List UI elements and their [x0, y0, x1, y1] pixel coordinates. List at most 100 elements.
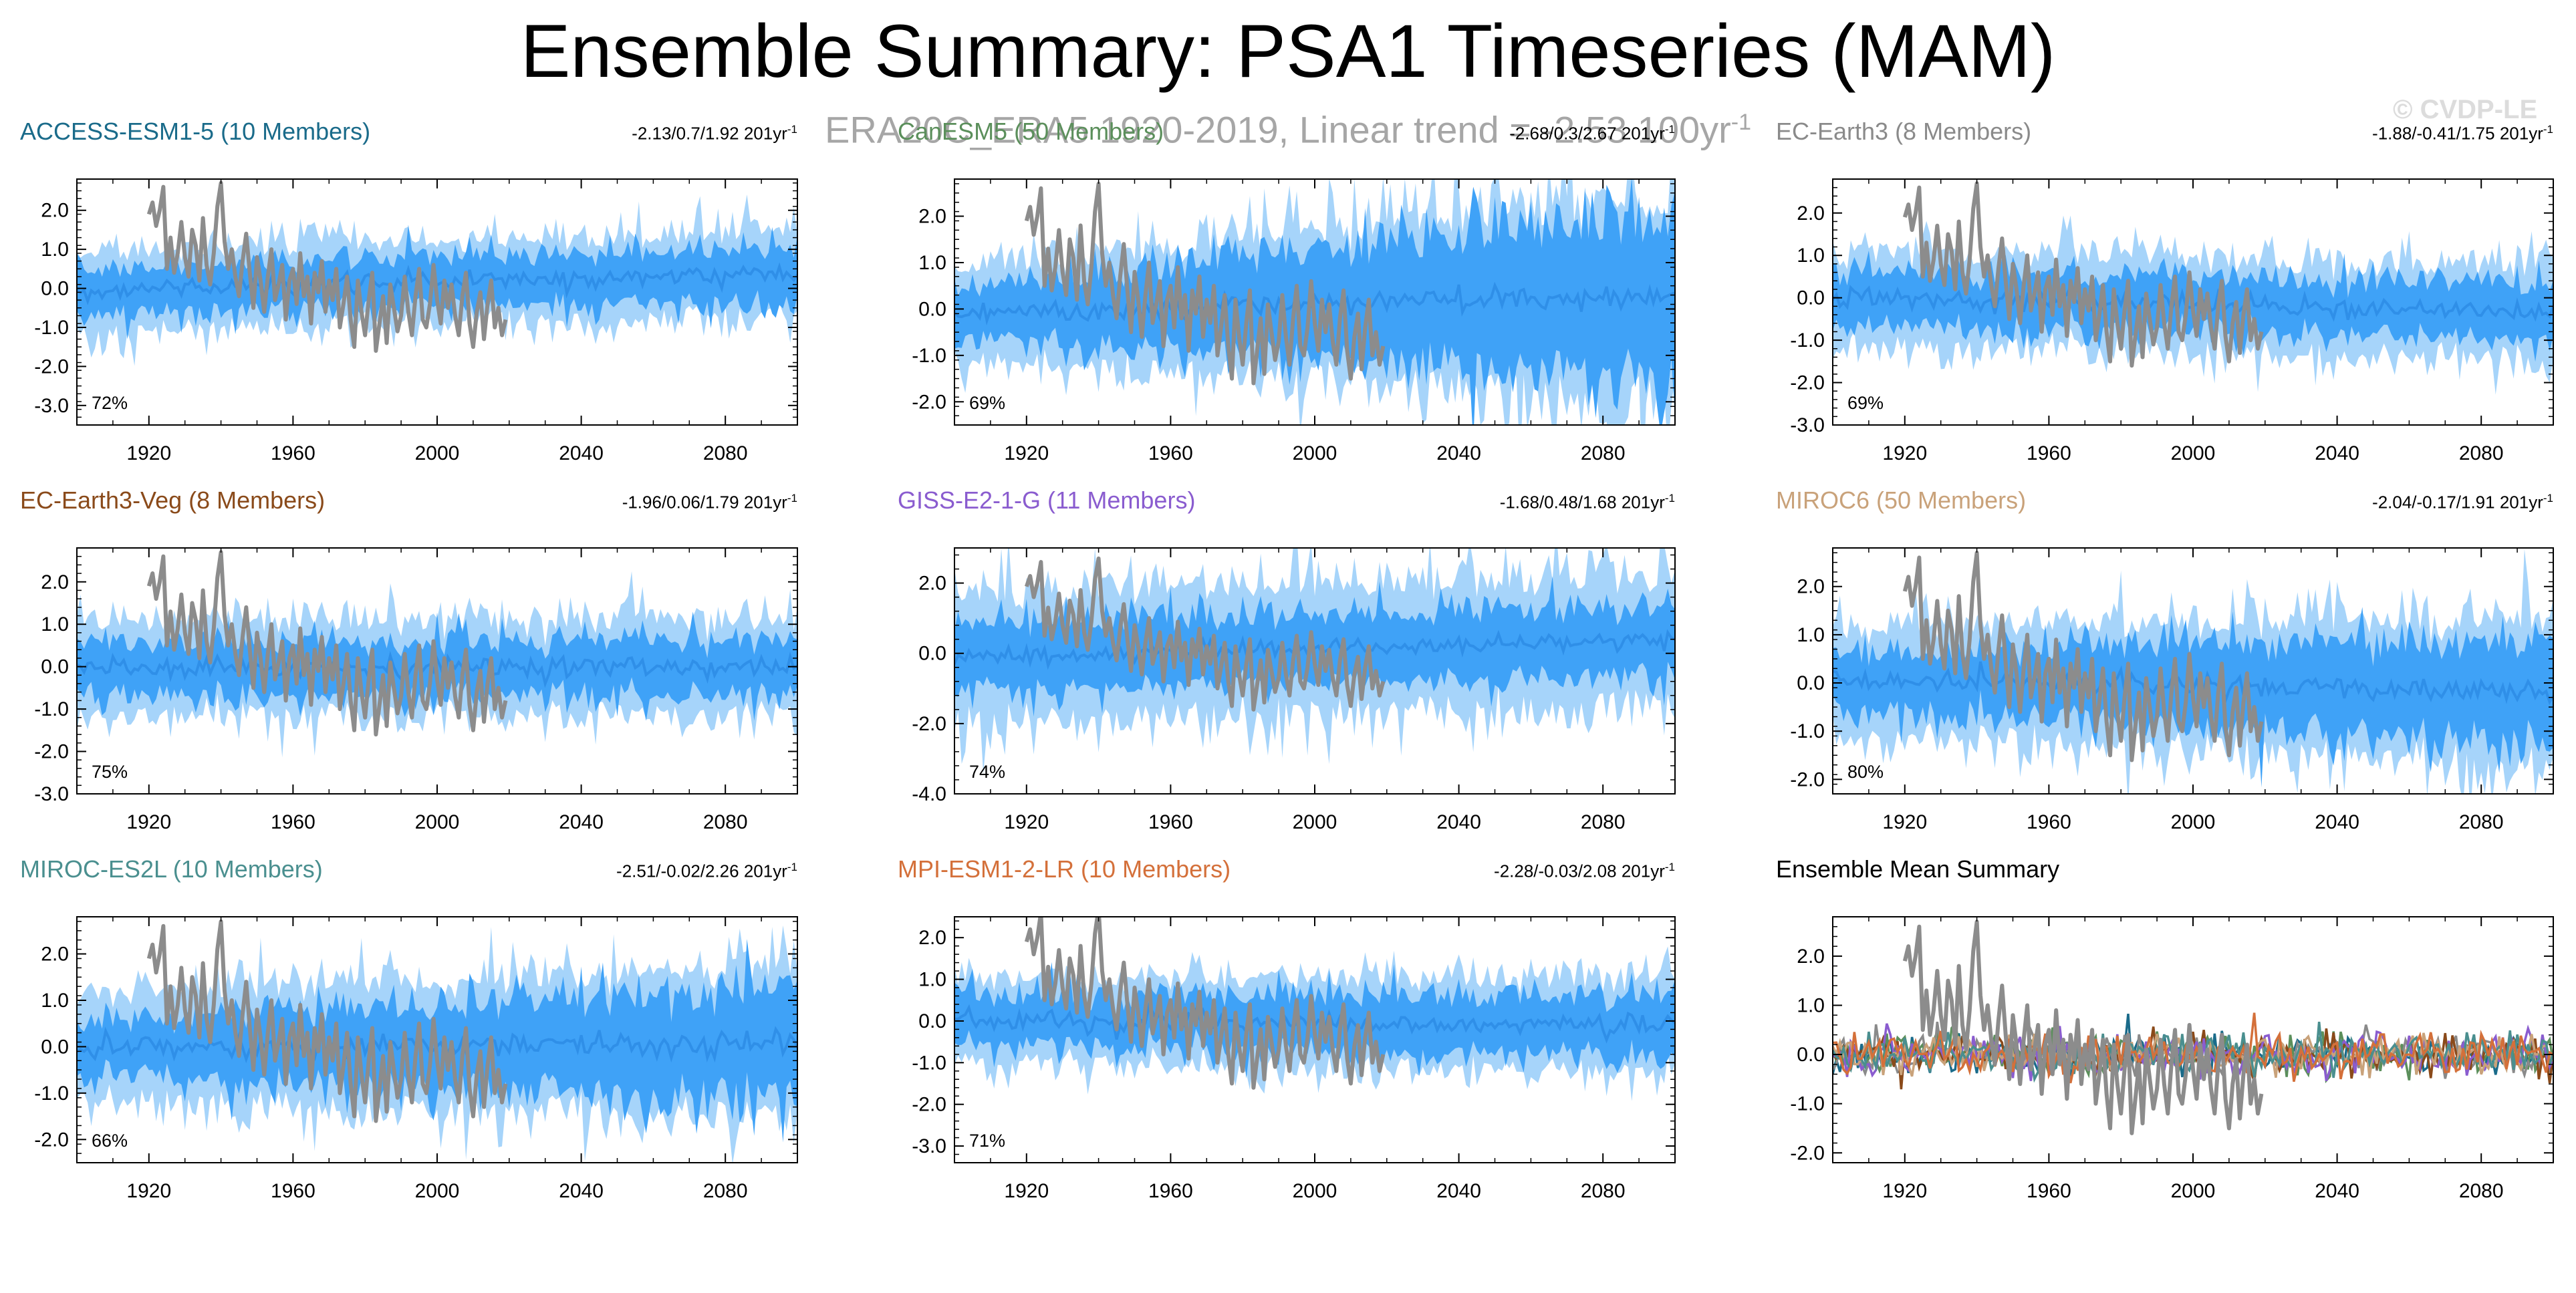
x-tick-label: 2080	[1581, 811, 1626, 833]
x-tick-label: 2080	[1581, 442, 1626, 464]
y-tick-label: -1.0	[1790, 329, 1825, 351]
page-subtitle: ERA20C_ERA5 1920-2019, Linear trend = -2…	[0, 99, 2576, 154]
x-tick-label: 2000	[1293, 811, 1337, 833]
x-tick-label: 2040	[2315, 811, 2359, 833]
plot-content	[954, 179, 1675, 425]
x-tick-label: 2080	[703, 1180, 748, 1202]
x-tick-label: 1960	[1148, 1180, 1193, 1202]
observations-line	[1024, 917, 1386, 1090]
x-tick-label: 1960	[271, 1180, 315, 1202]
x-tick-label: 2000	[415, 811, 460, 833]
panel-stats-superscript: -1	[787, 492, 797, 505]
x-tick-label: 2040	[2315, 1180, 2359, 1202]
plot-content	[1833, 181, 2553, 395]
y-tick-label: 2.0	[41, 944, 69, 966]
y-tick-label: 0.0	[918, 1010, 946, 1032]
y-tick-label: 1.0	[41, 613, 69, 635]
panel-2: EC-Earth3 (8 Members) -1.88/-0.41/1.75 20…	[1776, 118, 2576, 497]
panel-stats: -1.68/0.48/1.68 201yr-1	[1500, 492, 1675, 513]
y-tick-label: 2.0	[1797, 576, 1825, 598]
panel-stats-superscript: -1	[1664, 492, 1675, 505]
x-tick-label: 2000	[415, 1180, 460, 1202]
y-tick-label: 1.0	[1797, 994, 1825, 1016]
y-tick-label: -1.0	[34, 1083, 69, 1105]
y-tick-label: 1.0	[41, 239, 69, 261]
percent-label: 75%	[92, 762, 128, 782]
panel-8: Ensemble Mean Summary 2.0 1.0 0.0 -1.0 -2.0 19…	[1776, 855, 2576, 1235]
panel-title: ACCESS-ESM1-5 (10 Members)	[20, 118, 371, 145]
y-tick-label: 2.0	[1797, 202, 1825, 225]
observations-line	[1024, 181, 1386, 386]
observations-line	[1024, 556, 1386, 712]
y-tick-label: 0.0	[1797, 672, 1825, 694]
panel-5: MIROC6 (50 Members) -2.04/-0.17/1.91 201y…	[1776, 486, 2576, 866]
panel-stats: -2.04/-0.17/1.91 201yr-1	[2372, 492, 2553, 513]
x-tick-label: 1920	[126, 1180, 171, 1202]
y-tick-label: 1.0	[41, 990, 69, 1012]
panel-stats: -2.13/0.7/1.92 201yr-1	[632, 123, 797, 144]
panel-6: MIROC-ES2L (10 Members) -2.51/-0.02/2.26 …	[20, 855, 821, 1235]
panel-stats-text: -2.28/-0.03/2.08 201yr	[1494, 861, 1665, 881]
y-tick-label: -2.0	[912, 1094, 946, 1116]
x-tick-label: 1920	[126, 442, 171, 464]
y-tick-label: -1.0	[1790, 720, 1825, 742]
y-tick-label: -1.0	[34, 317, 69, 339]
panel-plot: 2.0 1.0 0.0 -1.0 -2.0 1920 1960 2000 2040 2080	[1790, 916, 2554, 1202]
x-tick-label: 1920	[1004, 1180, 1049, 1202]
x-tick-label: 2040	[2315, 442, 2359, 464]
panel-stats: -1.96/0.06/1.79 201yr-1	[622, 492, 797, 513]
y-tick-label: -3.0	[34, 783, 69, 805]
y-tick-label: -1.0	[912, 1052, 946, 1074]
panel-stats-text: -2.13/0.7/1.92 201yr	[632, 123, 787, 144]
panel-stats-text: -2.51/-0.02/2.26 201yr	[616, 861, 787, 881]
observations-line	[146, 919, 508, 1123]
y-tick-label: 0.0	[41, 1036, 69, 1058]
observations-line	[146, 180, 508, 353]
percent-label: 74%	[969, 762, 1005, 782]
x-tick-label: 1960	[2027, 442, 2071, 464]
x-tick-label: 2000	[2171, 442, 2216, 464]
y-tick-label: 2.0	[918, 927, 946, 949]
plot-content	[1833, 549, 2553, 794]
plot-content	[77, 180, 797, 366]
x-tick-label: 1920	[126, 811, 171, 833]
y-tick-label: 2.0	[1797, 946, 1825, 968]
panel-plot: 2.0 1.0 0.0 -1.0 -2.0 -3.0 1920 1960 2000 2040 208…	[1790, 178, 2554, 464]
panel-plot: 2.0 1.0 0.0 -1.0 -2.0 -3.0 1920 1960 2000 2040 208…	[912, 916, 1676, 1202]
percent-label: 66%	[92, 1131, 128, 1151]
y-tick-label: 0.0	[41, 656, 69, 678]
plot-content	[954, 917, 1675, 1101]
panel-plot: 2.0 1.0 0.0 -1.0 -2.0 1920 1960 2000 2040 2080 66%	[34, 916, 798, 1202]
y-tick-label: -2.0	[912, 713, 946, 735]
y-tick-label: -3.0	[912, 1135, 946, 1157]
plot-content	[954, 548, 1675, 774]
y-tick-label: -2.0	[912, 391, 946, 413]
plot-content	[1833, 919, 2553, 1135]
y-tick-label: 1.0	[918, 252, 946, 274]
x-tick-label: 1920	[1004, 442, 1049, 464]
y-tick-label: 1.0	[1797, 624, 1825, 646]
panel-title: MPI-ESM1-2-LR (10 Members)	[898, 855, 1231, 883]
panel-plot: 2.0 1.0 0.0 -1.0 -2.0 -3.0 1920 1960 2000 2040 208…	[34, 547, 798, 833]
y-tick-label: 2.0	[41, 200, 69, 222]
y-tick-label: -4.0	[912, 783, 946, 805]
ensemble-mean-line	[954, 281, 1675, 326]
y-tick-label: 2.0	[41, 571, 69, 593]
panel-0: ACCESS-ESM1-5 (10 Members) -2.13/0.7/1.92…	[20, 118, 821, 497]
observations-line	[1902, 919, 2264, 1135]
panel-stats-superscript: -1	[2543, 123, 2553, 136]
observations-line	[1902, 551, 2264, 762]
panel-title: EC-Earth3 (8 Members)	[1776, 118, 2032, 145]
panel-stats-text: -1.88/-0.41/1.75 201yr	[2372, 123, 2543, 144]
y-tick-label: 1.0	[918, 969, 946, 991]
y-tick-label: -1.0	[912, 345, 946, 367]
panel-stats: -1.88/-0.41/1.75 201yr-1	[2372, 123, 2553, 144]
y-tick-label: -2.0	[1790, 1142, 1825, 1164]
x-tick-label: 2000	[1293, 442, 1337, 464]
copyright-label: © CVDP-LE	[2393, 95, 2538, 124]
x-tick-label: 2000	[2171, 811, 2216, 833]
panel-plot: 2.0 0.0 -2.0 -4.0 1920 1960 2000 2040 2080 74%	[912, 547, 1676, 833]
y-tick-label: -2.0	[34, 355, 69, 378]
x-tick-label: 2000	[2171, 1180, 2216, 1202]
y-tick-label: 0.0	[41, 278, 69, 300]
